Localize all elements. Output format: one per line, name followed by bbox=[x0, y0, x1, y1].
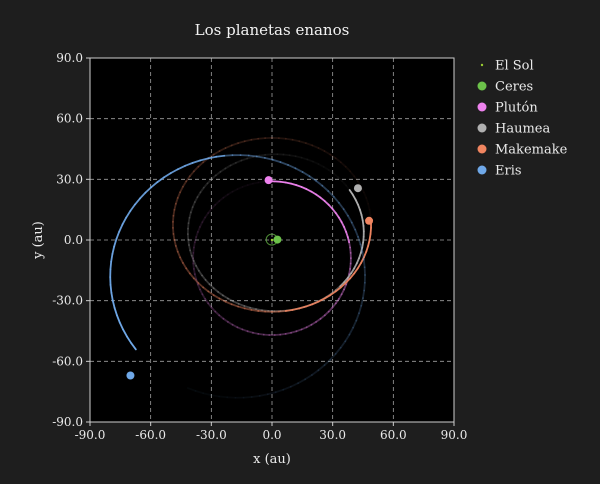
makemake-point bbox=[365, 217, 373, 225]
y-tick-label: 90.0 bbox=[56, 51, 83, 65]
legend-marker-eris bbox=[478, 166, 487, 175]
legend-label-el-sol: El Sol bbox=[495, 59, 534, 74]
legend-label-eris: Eris bbox=[495, 164, 522, 179]
ceres-point bbox=[273, 236, 281, 244]
makemake-orbit-segment bbox=[370, 234, 371, 240]
y-tick-label: -90.0 bbox=[52, 415, 83, 429]
makemake-orbit-segment bbox=[173, 234, 174, 240]
x-tick-label: -30.0 bbox=[196, 428, 227, 442]
x-tick-label: 60.0 bbox=[380, 428, 407, 442]
makemake-orbit-segment bbox=[173, 210, 174, 216]
y-tick-label: -60.0 bbox=[52, 354, 83, 368]
eris-orbit-segment bbox=[219, 396, 227, 397]
makemake-orbit-segment bbox=[251, 139, 258, 140]
makemake-orbit-segment bbox=[370, 210, 371, 216]
makemake-orbit-segment bbox=[258, 311, 265, 312]
eris-orbit-segment bbox=[244, 397, 252, 398]
legend-marker-el-sol bbox=[481, 64, 483, 66]
eris-orbit-segment bbox=[111, 285, 112, 293]
haumea-orbit-segment bbox=[284, 155, 290, 156]
eris-orbit-segment bbox=[364, 283, 365, 291]
haumea-point bbox=[354, 184, 362, 192]
x-tick-label: 90.0 bbox=[441, 428, 468, 442]
y-tick-label: 30.0 bbox=[56, 172, 83, 186]
eris-orbit-segment bbox=[363, 290, 364, 298]
eris-orbit-segment bbox=[249, 156, 257, 157]
legend-marker-makemake bbox=[478, 145, 487, 154]
legend-label-pluton: Plutón bbox=[495, 101, 538, 116]
y-axis-label: y (au) bbox=[31, 221, 46, 260]
legend-marker-ceres bbox=[478, 82, 487, 91]
el-sol-point bbox=[271, 239, 273, 241]
haumea-orbit-segment bbox=[290, 155, 296, 156]
y-tick-label: 60.0 bbox=[56, 112, 83, 126]
haumea-orbit-segment bbox=[259, 155, 265, 156]
eris-point bbox=[126, 371, 134, 379]
y-tick-label: 0.0 bbox=[64, 233, 83, 247]
makemake-orbit-segment bbox=[279, 138, 286, 139]
x-tick-label: 30.0 bbox=[319, 428, 346, 442]
eris-orbit-segment bbox=[110, 262, 111, 270]
x-axis-label: x (au) bbox=[253, 452, 291, 467]
makemake-orbit-segment bbox=[258, 138, 265, 139]
x-tick-label: 0.0 bbox=[262, 428, 281, 442]
pluton-point bbox=[265, 176, 273, 184]
eris-orbit-segment bbox=[364, 260, 365, 268]
makemake-orbit-segment bbox=[279, 311, 286, 312]
legend-label-makemake: Makemake bbox=[495, 143, 568, 158]
eris-orbit-segment bbox=[252, 396, 260, 397]
makemake-orbit-segment bbox=[251, 310, 258, 311]
legend-marker-haumea bbox=[478, 124, 487, 133]
legend-label-ceres: Ceres bbox=[495, 80, 533, 95]
makemake-orbit-segment bbox=[286, 139, 293, 140]
eris-orbit-segment bbox=[216, 156, 224, 157]
legend-marker-pluton bbox=[478, 103, 487, 112]
eris-orbit-segment bbox=[111, 254, 112, 262]
chart-title: Los planetas enanos bbox=[195, 21, 350, 39]
y-tick-label: -30.0 bbox=[52, 294, 83, 308]
legend-label-haumea: Haumea bbox=[495, 122, 550, 137]
eris-orbit-segment bbox=[224, 155, 232, 156]
x-tick-label: -60.0 bbox=[135, 428, 166, 442]
makemake-orbit-segment bbox=[286, 310, 293, 311]
x-tick-label: -90.0 bbox=[75, 428, 106, 442]
